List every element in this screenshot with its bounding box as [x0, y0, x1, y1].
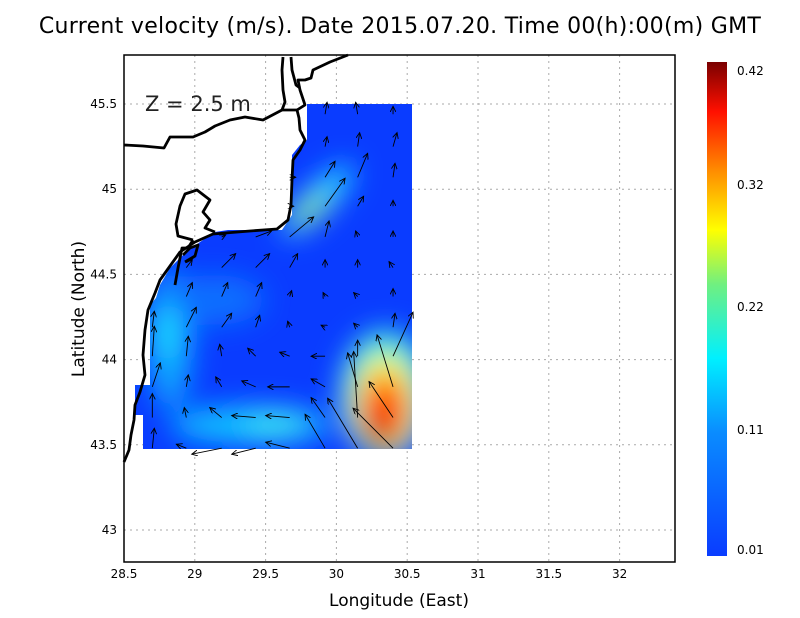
velocity-arrow [369, 382, 394, 418]
velocity-arrow [255, 231, 272, 238]
velocity-arrow [266, 416, 290, 418]
colorbar-labels: 0.42 0.32 0.22 0.11 0.01 [737, 64, 764, 557]
velocity-arrow [186, 336, 188, 357]
velocity-arrow [321, 325, 325, 327]
velocity-arrow [311, 398, 326, 418]
velocity-arrow [222, 235, 226, 237]
y-tick-label: 43 [102, 523, 117, 537]
velocity-arrow [232, 447, 256, 454]
x-tick-label: 29 [187, 567, 202, 581]
velocity-arrow [221, 283, 228, 297]
velocity-arrow [358, 133, 360, 147]
velocity-arrow [242, 381, 256, 388]
velocity-arrow [266, 442, 290, 449]
velocity-arrow [152, 311, 154, 328]
velocity-arrow [248, 348, 257, 357]
velocity-arrow [221, 254, 236, 268]
colorbar [707, 62, 727, 556]
x-axis-label: Longitude (East) [329, 591, 469, 611]
y-tick-label: 45.5 [90, 97, 117, 111]
x-tick-label: 30.5 [394, 567, 421, 581]
velocity-arrow [176, 444, 187, 448]
velocity-arrow [323, 293, 325, 297]
velocity-arrow [354, 323, 358, 327]
velocity-arrow [393, 133, 397, 147]
velocity-arrow [185, 260, 192, 268]
y-tick-label: 44 [102, 353, 117, 367]
velocity-arrow [353, 408, 394, 449]
velocity-arrow [151, 363, 160, 388]
velocity-arrow [348, 353, 359, 387]
velocity-arrow [221, 313, 232, 328]
velocity-arrow [210, 408, 222, 418]
velocity-arrow [255, 283, 262, 297]
velocity-arrow [216, 377, 223, 388]
velocity-arrow [232, 416, 256, 418]
velocity-arrow [289, 254, 298, 268]
velocity-arrow [152, 326, 154, 357]
velocity-arrow [393, 313, 395, 328]
x-tick-label: 32 [612, 567, 627, 581]
velocity-arrow [324, 221, 329, 238]
velocity-arrow [356, 231, 358, 237]
coastline [122, 53, 349, 463]
velocity-arrow [290, 291, 292, 297]
x-tick-label: 31.5 [535, 567, 562, 581]
velocity-arrow [354, 352, 359, 418]
velocity-arrow [255, 254, 270, 268]
velocity-arrow [184, 408, 186, 418]
velocity-arrow [220, 344, 222, 357]
velocity-arrow [185, 307, 196, 328]
x-tick-label: 30 [329, 567, 344, 581]
velocity-arrow [256, 315, 260, 328]
velocity-arrow [186, 375, 188, 387]
velocity-arrow [311, 379, 326, 388]
colorbar-label: 0.22 [737, 300, 764, 314]
velocity-arrow [289, 217, 314, 238]
colorbar-label: 0.32 [737, 178, 764, 192]
velocity-arrow [328, 398, 359, 449]
velocity-arrows [152, 102, 413, 454]
plot-frame [123, 54, 676, 563]
y-tick-label: 45 [102, 182, 117, 196]
velocity-arrow [185, 283, 192, 297]
velocity-arrow [357, 196, 364, 207]
x-tick-label: 29.5 [252, 567, 279, 581]
y-tick-labels: 43 43.5 44 44.5 45 45.5 [90, 97, 117, 537]
velocity-arrow [393, 163, 395, 178]
x-tick-labels: 28.5 29 29.5 30 30.5 31 31.5 32 [111, 567, 628, 581]
y-tick-label: 44.5 [90, 267, 117, 281]
x-tick-label: 31 [470, 567, 485, 581]
velocity-arrow [357, 153, 368, 178]
colorbar-label: 0.01 [737, 543, 764, 557]
velocity-arrow [325, 102, 327, 115]
velocity-arrow [280, 352, 290, 356]
velocity-arrow [192, 447, 222, 454]
velocity-arrow [305, 414, 326, 449]
chart-title: Current velocity (m/s). Date 2015.07.20.… [38, 14, 762, 39]
velocity-arrow [325, 137, 327, 147]
velocity-arrow [392, 312, 413, 357]
velocity-arrow [356, 102, 358, 115]
y-axis-label: Latitude (North) [69, 241, 89, 377]
velocity-arrow [288, 321, 290, 327]
velocity-arrow [354, 293, 358, 297]
velocity-arrow [324, 178, 345, 207]
colorbar-label: 0.11 [737, 423, 764, 437]
y-tick-label: 43.5 [90, 438, 117, 452]
depth-annotation: Z = 2.5 m [145, 92, 251, 116]
velocity-arrow [324, 161, 335, 178]
velocity-arrow [389, 262, 393, 268]
colorbar-label: 0.42 [737, 64, 764, 78]
velocity-arrow [377, 335, 394, 387]
x-tick-label: 28.5 [111, 567, 138, 581]
velocity-arrow [152, 428, 154, 449]
